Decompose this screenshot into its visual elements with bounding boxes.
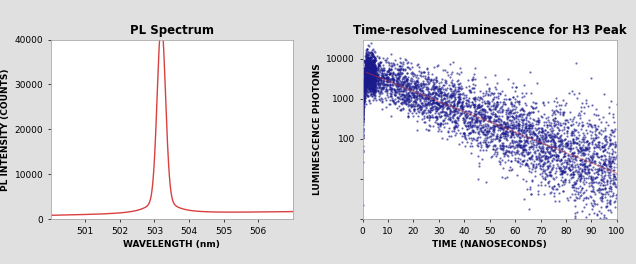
Title: Time-resolved Luminescence for H3 Peak: Time-resolved Luminescence for H3 Peak bbox=[353, 24, 626, 37]
X-axis label: TIME (NANOSECONDS): TIME (NANOSECONDS) bbox=[432, 240, 547, 249]
X-axis label: WAVELENGTH (nm): WAVELENGTH (nm) bbox=[123, 240, 220, 249]
Y-axis label: PL INTENSITY (COUNTS): PL INTENSITY (COUNTS) bbox=[1, 68, 10, 191]
Title: PL Spectrum: PL Spectrum bbox=[130, 24, 214, 37]
Y-axis label: LUMINESCENCE PHOTONS: LUMINESCENCE PHOTONS bbox=[313, 63, 322, 195]
